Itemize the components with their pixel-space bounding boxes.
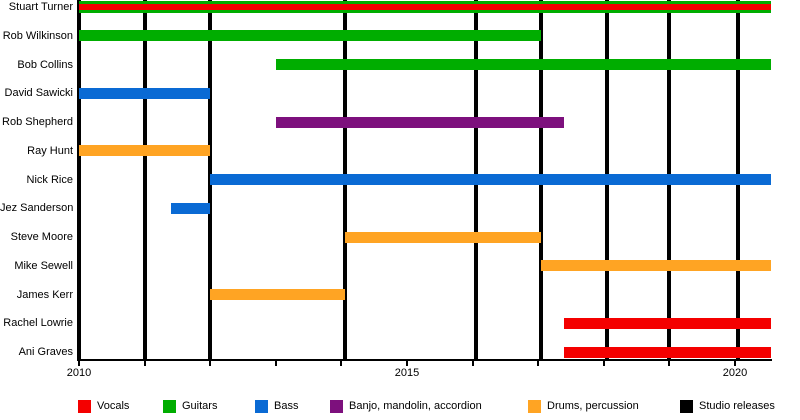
- timeline-bar: [275, 116, 565, 128]
- timeline-bar: [79, 4, 772, 10]
- x-axis-line: [77, 359, 772, 361]
- member-label: Ray Hunt: [27, 144, 73, 157]
- studio-release-line: [77, 0, 81, 360]
- x-axis-tick: [274, 361, 277, 366]
- x-axis-tick: [406, 361, 408, 366]
- timeline-bar: [170, 202, 211, 214]
- x-axis-tick: [602, 361, 605, 366]
- timeline-bar: [210, 174, 772, 185]
- member-label: Bob Collins: [17, 58, 73, 71]
- x-axis-tick: [78, 361, 80, 366]
- legend-swatch-drums-percussion: [528, 400, 541, 413]
- x-axis-tick: [340, 361, 343, 366]
- studio-release-line: [142, 0, 147, 360]
- member-label: Nick Rice: [26, 173, 73, 186]
- member-label: David Sawicki: [4, 87, 73, 100]
- member-label: James Kerr: [16, 288, 73, 301]
- member-label: Jez Sanderson: [0, 202, 74, 215]
- member-label: Rob Wilkinson: [2, 29, 73, 42]
- member-label: Steve Moore: [10, 231, 73, 243]
- member-label: Rachel Lowrie: [3, 317, 73, 330]
- timeline-bar: [564, 346, 772, 358]
- legend-label: Vocals: [97, 400, 130, 412]
- legend-label: Banjo, mandolin, accordion: [349, 400, 482, 412]
- legend-swatch-bass: [255, 400, 268, 413]
- x-axis-tick-label: 2010: [66, 367, 92, 379]
- timeline-bar: [210, 289, 345, 300]
- member-label: Mike Sewell: [14, 259, 73, 272]
- x-axis-tick: [143, 361, 146, 366]
- x-axis-tick: [668, 361, 671, 366]
- x-axis-tick: [537, 361, 540, 366]
- timeline-bar: [344, 231, 542, 243]
- timeline-bar: [564, 317, 772, 329]
- timeline-bar: [79, 145, 211, 157]
- legend-swatch-studio-releases: [680, 400, 693, 413]
- timeline-bar: [79, 87, 211, 99]
- legend-swatch-vocals: [78, 400, 91, 413]
- legend-swatch-banjo-mandolin-accordion: [330, 400, 343, 413]
- member-label: Stuart Turner: [8, 1, 73, 13]
- legend-swatch-guitars: [163, 400, 176, 413]
- x-axis-tick: [734, 361, 736, 366]
- legend-label: Drums, percussion: [547, 400, 639, 412]
- x-axis-tick-label: 2020: [722, 367, 748, 379]
- timeline-bar: [275, 59, 772, 70]
- member-label: Rob Shepherd: [2, 116, 73, 128]
- legend-label: Studio releases: [699, 400, 775, 412]
- legend-label: Bass: [274, 400, 299, 412]
- timeline-bar: [541, 260, 772, 272]
- member-label: Ani Graves: [18, 346, 73, 358]
- x-axis-tick: [209, 361, 212, 366]
- x-axis-tick: [471, 361, 474, 366]
- x-axis-tick-label: 2015: [394, 367, 420, 379]
- timeline-bar: [79, 30, 542, 42]
- legend-label: Guitars: [182, 400, 218, 412]
